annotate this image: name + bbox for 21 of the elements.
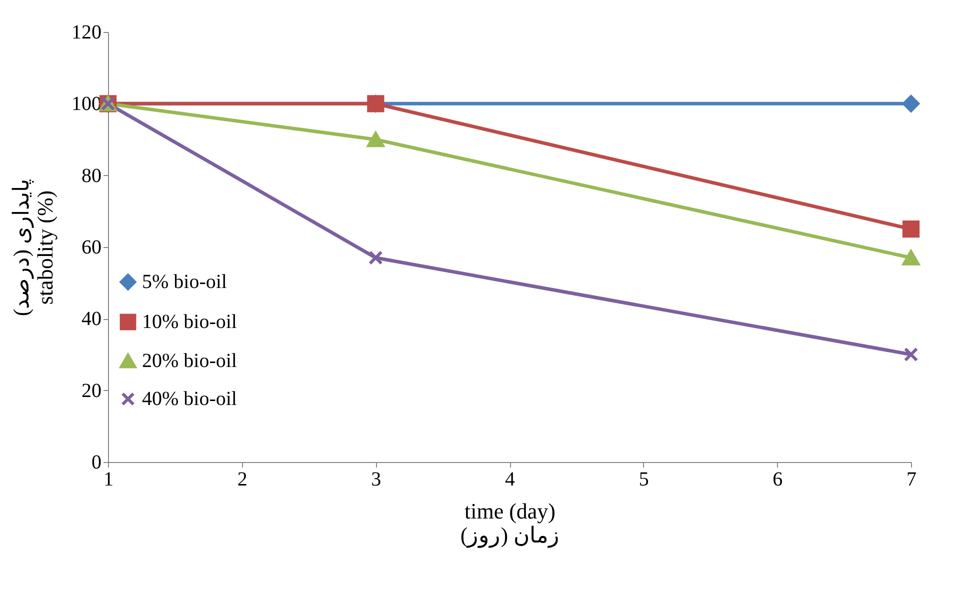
x-tick-label: 6 bbox=[772, 468, 783, 490]
y-tick-label: 0 bbox=[92, 452, 102, 474]
legend-label: 5% bio-oil bbox=[142, 271, 228, 293]
x-axis-title: time (day) bbox=[464, 498, 556, 524]
x-tick-label: 4 bbox=[505, 468, 515, 490]
legend-label: 10% bio-oil bbox=[142, 311, 238, 333]
x-tick-label: 2 bbox=[237, 468, 248, 490]
legend-label: 20% bio-oil bbox=[142, 350, 238, 372]
x-tick-label: 1 bbox=[104, 468, 114, 490]
legend-label: 40% bio-oil bbox=[142, 388, 238, 410]
y-tick-label: 20 bbox=[82, 380, 102, 402]
x-tick-label: 5 bbox=[638, 468, 649, 490]
y-tick-label: 80 bbox=[82, 164, 102, 187]
text: زمان (روز) bbox=[460, 522, 560, 548]
text: پایداری (درصد) bbox=[8, 178, 34, 316]
y-axis-title: stabolity (%) bbox=[32, 190, 58, 305]
y-tick-label: 120 bbox=[72, 22, 102, 44]
x-tick-label: 7 bbox=[906, 468, 916, 490]
y-tick-label: 60 bbox=[82, 236, 102, 258]
y-tick-label: 40 bbox=[82, 308, 102, 330]
x-tick-label: 3 bbox=[371, 468, 382, 490]
